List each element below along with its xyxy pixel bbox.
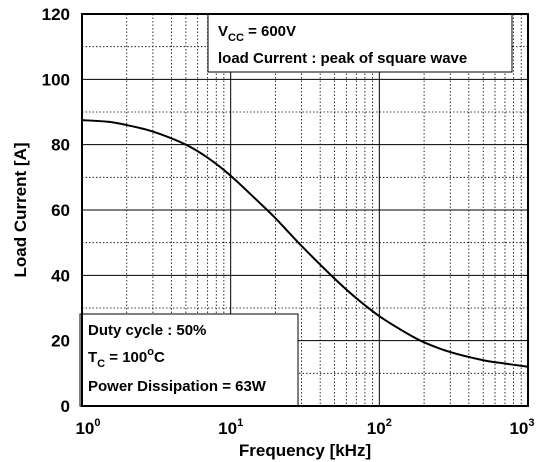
x-tick-label: 100 [75, 417, 100, 438]
y-tick-label: 40 [51, 266, 70, 285]
power-dissipation-annotation: Power Dissipation = 63W [88, 378, 267, 395]
y-tick-label: 100 [42, 70, 70, 89]
y-tick-label: 20 [51, 332, 70, 351]
x-tick-label: 102 [367, 417, 392, 438]
bottom-left-annotation-box [79, 313, 299, 407]
duty-cycle-annotation: Duty cycle : 50% [88, 322, 206, 339]
case-temperature-annotation: TC = 100oC [88, 346, 165, 370]
y-tick-label: 120 [42, 5, 70, 24]
vcc-annotation: VCC = 600V [218, 23, 296, 44]
y-tick-label: 60 [51, 201, 70, 220]
x-axis-label: Frequency [kHz] [239, 441, 371, 460]
load-current-curve [81, 119, 529, 368]
x-tick-label: 103 [509, 417, 534, 438]
top-right-annotation: VCC = 600V load Current : peak of square… [207, 13, 513, 73]
y-axis-label: Load Current [A] [11, 142, 30, 277]
x-tick-label: 101 [218, 417, 243, 438]
y-tick-label: 80 [51, 136, 70, 155]
plot-frame [81, 13, 529, 407]
load-current-annotation: load Current : peak of square wave [218, 50, 467, 67]
top-right-annotation-box [207, 13, 513, 73]
y-tick-label: 0 [61, 397, 70, 416]
bottom-left-annotation: Duty cycle : 50% TC = 100oC Power Dissip… [79, 313, 299, 407]
tick-labels: 0 20 40 60 80 100 120 100 101 102 103 [42, 5, 535, 438]
